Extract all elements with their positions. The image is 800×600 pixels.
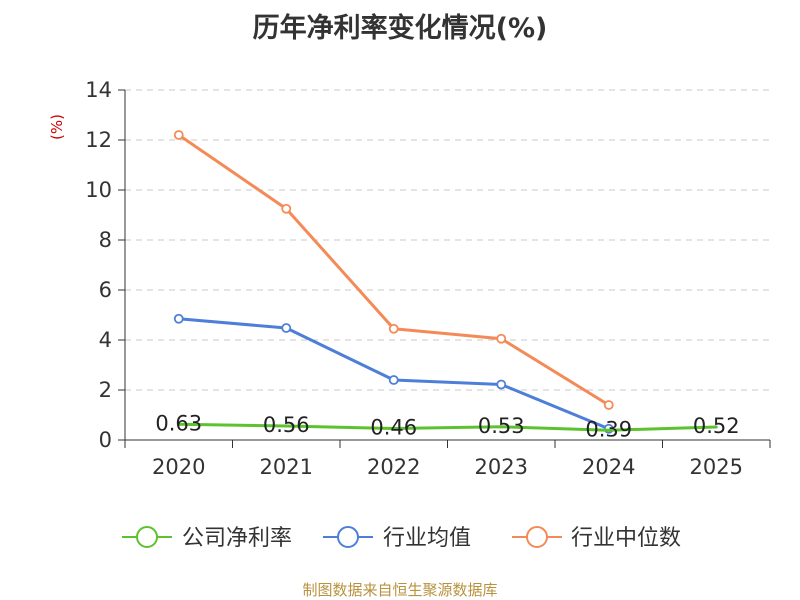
legend-label: 行业中位数 [571, 526, 681, 551]
data-label: 0.63 [155, 411, 202, 435]
data-point [281, 323, 292, 333]
y-tick-label: 0 [99, 428, 112, 452]
y-axis-unit-label: (%) [48, 114, 66, 140]
data-point [281, 203, 292, 214]
x-tick-label: 2023 [475, 455, 528, 479]
data-labels: 0.63 0.56 0.46 0.53 0.39 0.52 [155, 411, 739, 441]
series-line [177, 133, 611, 407]
source-note: 制图数据来自恒生聚源数据库 [302, 581, 498, 599]
legend-label: 公司净利率 [182, 526, 292, 551]
grid-lines [125, 89, 770, 391]
chart-title: 历年净利率变化情况(%) [252, 13, 548, 44]
data-point [496, 379, 507, 390]
x-tick-label: 2025 [690, 455, 743, 479]
data-point [603, 400, 614, 410]
legend-item-1: 行业均值 [323, 526, 471, 551]
x-tick-label: 2024 [582, 455, 635, 479]
series-lines [173, 130, 718, 434]
series-0 [177, 422, 718, 432]
series-2 [173, 130, 614, 410]
y-tick-label: 2 [99, 378, 112, 402]
y-tick-label: 8 [99, 228, 112, 252]
data-point [496, 333, 507, 344]
legend-item-0: 公司净利率 [122, 526, 292, 551]
legend-marker [526, 526, 548, 548]
data-label: 0.56 [263, 413, 310, 437]
y-tick-label: 4 [99, 328, 112, 352]
legend-marker [136, 526, 158, 548]
data-point [388, 323, 399, 334]
data-point [173, 313, 184, 324]
series-line [177, 422, 718, 432]
legend: 公司净利率 行业均值 行业中位数 [122, 526, 681, 551]
x-tick-label: 2022 [367, 455, 420, 479]
series-line [177, 317, 611, 431]
data-point [173, 130, 184, 140]
legend-label: 行业均值 [383, 526, 471, 551]
data-point [388, 375, 399, 385]
data-label: 0.46 [370, 416, 417, 440]
y-tick-label: 10 [85, 178, 112, 202]
data-label: 0.53 [478, 414, 525, 438]
y-tick-label: 14 [85, 78, 112, 102]
y-tick-label: 6 [99, 278, 112, 302]
data-label: 0.39 [585, 417, 632, 441]
data-label: 0.52 [693, 414, 740, 438]
y-tick-label: 12 [85, 128, 112, 152]
axes: 0 2 4 6 8 10 12 14 (%) 2020 2021 2022 2023 2024 2025 [48, 78, 771, 479]
x-tick-label: 2021 [260, 455, 313, 479]
legend-item-2: 行业中位数 [512, 526, 681, 551]
legend-marker [337, 526, 359, 548]
x-tick-label: 2020 [152, 455, 205, 479]
